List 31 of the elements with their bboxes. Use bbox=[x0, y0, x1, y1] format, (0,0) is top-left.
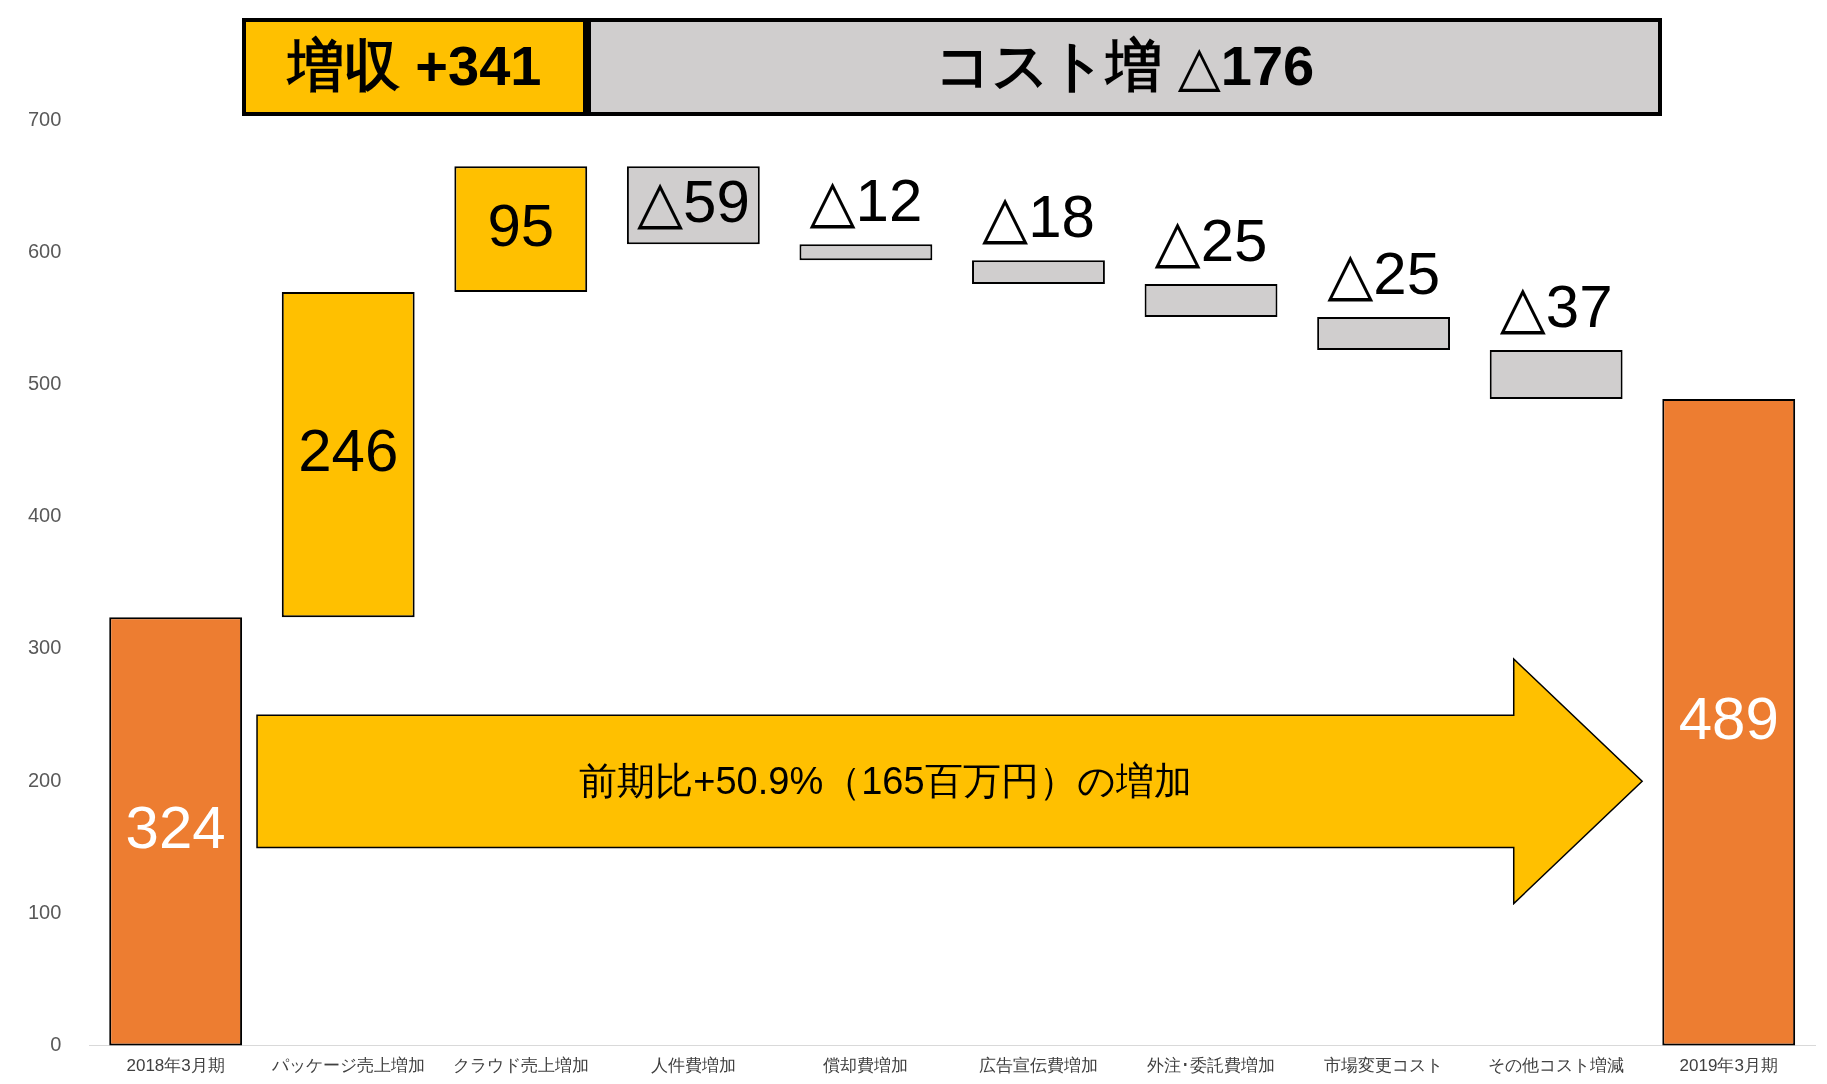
y-tick-label: 600 bbox=[27, 239, 62, 262]
y-tick-label: 300 bbox=[27, 636, 62, 659]
data-label: 246 bbox=[298, 417, 399, 485]
y-tick-label: 700 bbox=[27, 107, 62, 130]
data-label: △25 bbox=[1327, 239, 1441, 307]
y-tick-label: 500 bbox=[27, 371, 62, 394]
y-tick-label: 0 bbox=[50, 1033, 62, 1056]
data-label: △25 bbox=[1154, 206, 1268, 274]
x-tick-label: 人件費増加 bbox=[650, 1056, 736, 1076]
x-tick-label: 外注･委託費増加 bbox=[1147, 1056, 1276, 1076]
x-tick-label: パッケージ売上増加 bbox=[270, 1056, 425, 1076]
data-label: 324 bbox=[125, 793, 226, 861]
data-label: △12 bbox=[809, 166, 923, 234]
text: 増収 +341 bbox=[287, 33, 542, 99]
x-tick-label: その他コスト増減 bbox=[1488, 1056, 1625, 1076]
annotation: 前期比+50.9%（165百万円）の増加 bbox=[579, 758, 1192, 804]
y-tick-label: 200 bbox=[27, 768, 62, 791]
text: コスト増 △176 bbox=[935, 33, 1315, 99]
x-tick-label: 償却費増加 bbox=[823, 1056, 909, 1076]
x-tick-label: 2018年3月期 bbox=[126, 1056, 225, 1076]
x-tick-label: 市場変更コスト bbox=[1324, 1056, 1444, 1076]
data-label: 489 bbox=[1678, 684, 1779, 752]
data-label: △18 bbox=[982, 182, 1095, 250]
y-tick-label: 100 bbox=[27, 900, 62, 923]
x-tick-label: 2019年3月期 bbox=[1679, 1056, 1778, 1076]
data-label: △59 bbox=[636, 167, 750, 235]
x-tick-label: 広告宣伝費増加 bbox=[978, 1056, 1098, 1076]
data-label: 95 bbox=[487, 191, 555, 259]
data-label: △37 bbox=[1499, 272, 1613, 340]
y-tick-label: 400 bbox=[27, 504, 62, 527]
x-tick-label: クラウド売上増加 bbox=[452, 1056, 589, 1076]
